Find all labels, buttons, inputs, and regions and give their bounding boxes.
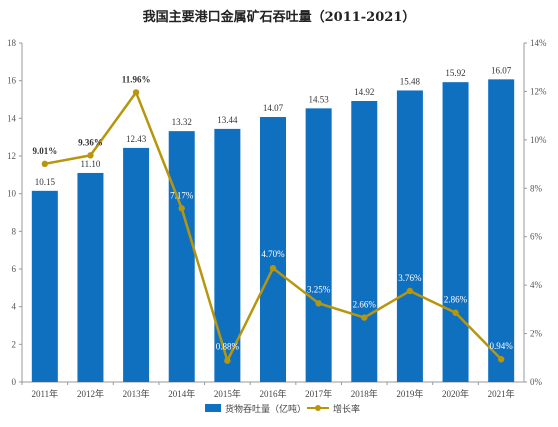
growth-rate-label: 7.17%	[170, 190, 194, 200]
x-tick-label: 2017年	[305, 388, 332, 399]
y-left-tick-label: 2	[12, 339, 17, 349]
x-tick-label: 2018年	[351, 388, 378, 399]
bar-value-label: 14.92	[354, 87, 374, 97]
y-left-tick-label: 14	[7, 113, 17, 123]
legend-label-line: 增长率	[333, 403, 360, 414]
y-left-tick-label: 4	[12, 302, 17, 312]
growth-rate-label: 3.25%	[307, 284, 331, 294]
bar-value-label: 11.10	[80, 159, 100, 169]
growth-rate-label: 9.36%	[78, 137, 103, 147]
x-tick-label: 2016年	[259, 388, 286, 399]
y-right-tick-label: 0%	[530, 377, 543, 387]
y-left-tick-label: 16	[7, 76, 17, 86]
legend-swatch-marker	[315, 405, 321, 411]
growth-rate-label: 11.96%	[122, 74, 151, 84]
x-tick-label: 2012年	[77, 388, 104, 399]
bar-value-label: 14.53	[309, 94, 330, 104]
x-tick-label: 2015年	[214, 388, 241, 399]
y-left-tick-label: 18	[7, 38, 17, 48]
growth-rate-point[interactable]	[497, 356, 505, 363]
y-left-tick-label: 12	[7, 151, 16, 161]
growth-rate-point[interactable]	[269, 264, 277, 272]
x-tick-label: 2011年	[31, 388, 58, 399]
bar-value-label: 15.48	[400, 76, 421, 86]
bar-value-label: 12.43	[126, 134, 147, 144]
bar-value-label: 14.07	[263, 103, 284, 113]
bar[interactable]	[488, 79, 515, 383]
y-right-tick-label: 10%	[530, 135, 547, 145]
bar-value-label: 16.07	[491, 65, 512, 75]
bar[interactable]	[77, 172, 104, 382]
bar[interactable]	[123, 147, 150, 382]
bar[interactable]	[396, 90, 423, 383]
y-right-tick-label: 6%	[530, 232, 543, 242]
growth-rate-point[interactable]	[41, 160, 49, 168]
growth-rate-label: 2.86%	[444, 295, 468, 305]
bar-value-label: 13.32	[172, 117, 192, 127]
chart-title: 我国主要港口金属矿石吞吐量（2011-2021）	[142, 10, 416, 25]
bar[interactable]	[31, 190, 58, 382]
growth-rate-point[interactable]	[224, 357, 231, 364]
bar-value-label: 15.92	[445, 68, 465, 78]
growth-rate-point[interactable]	[315, 300, 322, 307]
legend-label-bar: 货物吞吐量（亿吨）	[225, 403, 306, 414]
bar[interactable]	[214, 128, 241, 382]
growth-rate-point[interactable]	[178, 205, 185, 212]
y-right-tick-label: 14%	[530, 38, 547, 48]
y-left-tick-label: 10	[7, 189, 17, 199]
x-tick-label: 2014年	[168, 388, 195, 399]
growth-rate-label: 4.70%	[261, 249, 285, 259]
x-tick-label: 2019年	[396, 388, 423, 399]
y-right-tick-label: 12%	[530, 86, 547, 96]
bar[interactable]	[260, 117, 286, 382]
bar-value-label: 10.15	[35, 177, 56, 187]
growth-rate-point[interactable]	[87, 152, 94, 159]
legend-swatch-bar	[205, 404, 221, 412]
bar[interactable]	[442, 82, 469, 382]
growth-rate-point[interactable]	[406, 287, 414, 295]
growth-rate-label: 2.66%	[353, 300, 377, 310]
bar[interactable]	[351, 101, 378, 383]
growth-rate-label: 3.76%	[398, 273, 422, 283]
y-left-tick-label: 6	[12, 264, 17, 274]
growth-rate-label: 9.01%	[32, 146, 57, 156]
growth-rate-point[interactable]	[452, 309, 459, 316]
growth-rate-point[interactable]	[361, 314, 368, 321]
bar[interactable]	[305, 108, 332, 382]
growth-rate-point[interactable]	[132, 89, 140, 96]
y-right-tick-label: 4%	[530, 280, 543, 290]
y-left-tick-label: 8	[12, 226, 17, 236]
x-tick-label: 2020年	[442, 388, 469, 399]
growth-rate-label: 0.94%	[490, 341, 514, 351]
y-right-tick-label: 2%	[530, 329, 543, 339]
bar[interactable]	[168, 131, 195, 382]
bar-value-label: 13.44	[217, 115, 238, 125]
x-tick-label: 2013年	[123, 388, 150, 399]
y-left-tick-label: 0	[12, 377, 17, 387]
x-tick-label: 2021年	[488, 388, 515, 399]
y-right-tick-label: 8%	[530, 183, 543, 193]
growth-rate-label: 0.88%	[216, 342, 240, 352]
